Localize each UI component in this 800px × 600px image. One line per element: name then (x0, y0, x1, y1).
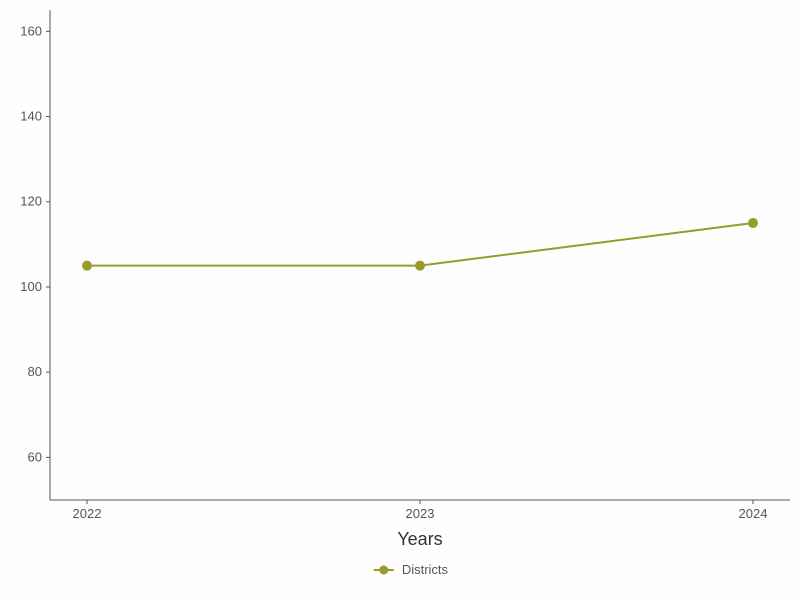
line-chart: 60 80 100 120 140 160 2022 2023 2024 Years Distric… (0, 0, 800, 600)
series-marker (416, 261, 425, 270)
y-tick-label: 60 (28, 449, 42, 464)
y-tick-label: 120 (20, 194, 42, 209)
series-marker (83, 261, 92, 270)
y-tick-label: 100 (20, 279, 42, 294)
y-tick-label: 80 (28, 364, 42, 379)
chart-svg: 60 80 100 120 140 160 2022 2023 2024 Years Distric… (0, 0, 800, 600)
x-tick-label: 2022 (73, 506, 102, 521)
x-tick-label: 2024 (739, 506, 768, 521)
legend-marker-icon (380, 566, 388, 574)
y-tick-label: 160 (20, 23, 42, 38)
x-axis-label: Years (397, 529, 442, 549)
y-tick-label: 140 (20, 109, 42, 124)
x-tick-label: 2023 (406, 506, 435, 521)
chart-background (0, 0, 800, 600)
legend-label: Districts (402, 562, 449, 577)
series-marker (749, 219, 758, 228)
